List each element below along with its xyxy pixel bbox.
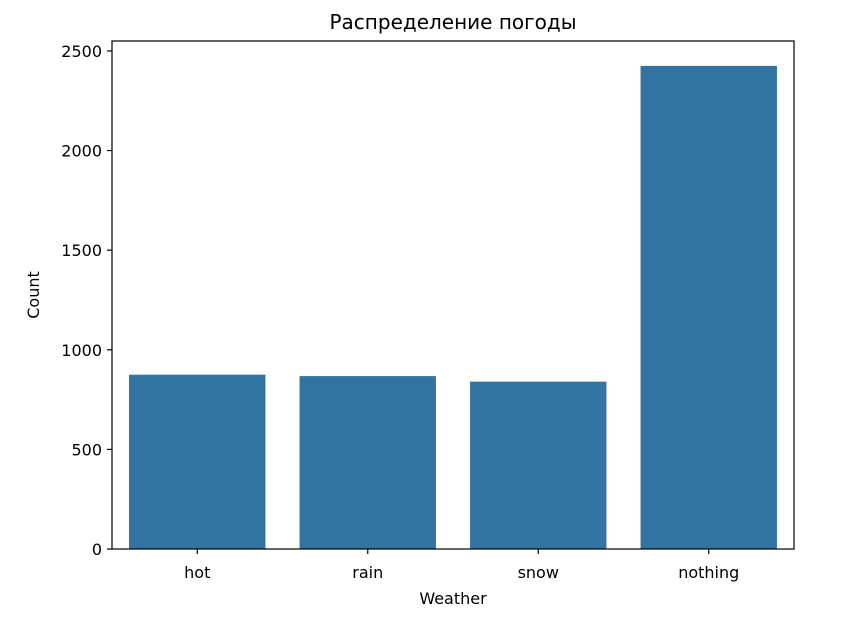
y-axis-label: Count <box>24 271 43 319</box>
x-tick-label: rain <box>352 563 383 582</box>
y-tick-label: 1000 <box>61 341 102 360</box>
x-tick-label: snow <box>518 563 559 582</box>
y-axis-ticks: 0 500 1000 1500 2000 2500 <box>61 42 112 559</box>
bar-hot <box>129 374 266 549</box>
bar-rain <box>299 376 436 549</box>
x-tick-label: hot <box>184 563 210 582</box>
x-axis-ticks: hot rain snow nothing <box>184 549 739 582</box>
y-tick-label: 2000 <box>61 142 102 161</box>
x-tick-label: nothing <box>678 563 739 582</box>
bars-group <box>129 65 777 550</box>
bar-snow <box>470 381 607 549</box>
x-axis-label: Weather <box>419 589 487 608</box>
y-tick-label: 2500 <box>61 42 102 61</box>
y-tick-label: 0 <box>92 540 102 559</box>
y-tick-label: 1500 <box>61 241 102 260</box>
chart-title: Распределение погоды <box>329 10 576 34</box>
bar-nothing <box>640 65 777 550</box>
y-tick-label: 500 <box>71 440 102 459</box>
plot-frame <box>111 40 795 550</box>
